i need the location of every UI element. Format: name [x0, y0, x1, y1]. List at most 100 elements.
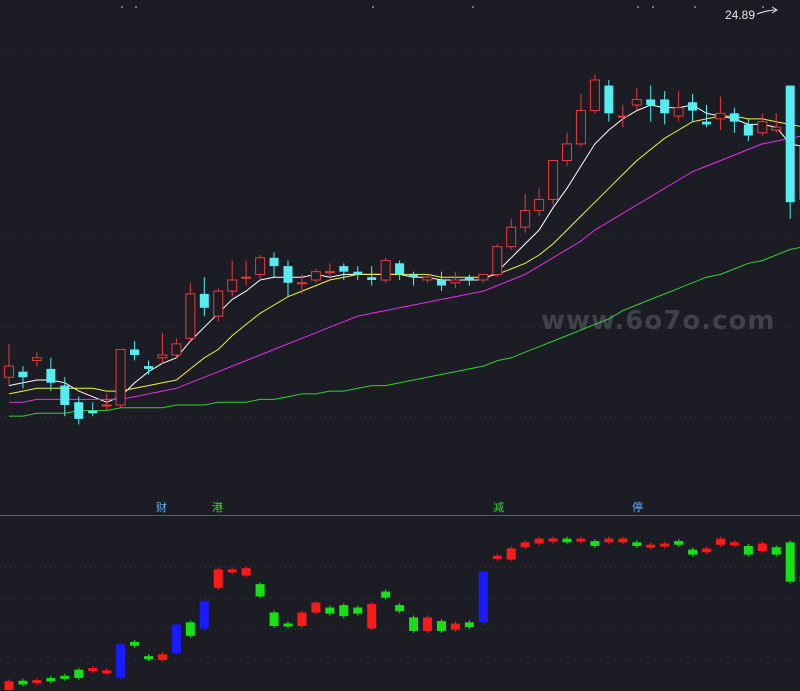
indicator-box — [185, 622, 195, 636]
candle-body-down — [702, 121, 711, 125]
candle-body-down — [269, 257, 279, 267]
marker-cai: 财 — [155, 501, 168, 514]
candle-body-up — [617, 115, 628, 118]
indicator-box — [520, 542, 530, 548]
indicator-box — [171, 624, 181, 654]
candle-body-down — [660, 99, 670, 114]
indicator-box — [116, 644, 126, 678]
candle-body-down — [604, 85, 614, 114]
candle-body-down — [18, 371, 28, 378]
indicator-box — [297, 612, 307, 626]
indicator-box — [46, 677, 56, 682]
top-dot-2 — [372, 6, 374, 8]
candle-body-down — [395, 263, 405, 275]
indicator-box — [548, 538, 558, 542]
marker-gang: 港 — [211, 501, 224, 514]
candle-body-up — [506, 226, 517, 248]
candle-body-up — [631, 98, 642, 106]
candle-body-up — [227, 279, 238, 292]
indicator-box — [283, 623, 293, 627]
candle-body-up — [771, 126, 782, 131]
indicator-box — [213, 569, 223, 588]
candle-body-up — [101, 404, 112, 407]
candle-body-down — [74, 402, 84, 419]
indicator-box — [157, 654, 167, 660]
candle-body-up — [380, 260, 391, 281]
candle-body-up — [185, 293, 196, 339]
candle-body-down — [436, 280, 446, 286]
indicator-box — [590, 541, 600, 546]
indicator-box — [632, 542, 642, 546]
top-dot-6 — [694, 6, 696, 8]
indicator-box — [311, 602, 321, 613]
indicator-box — [464, 622, 474, 628]
candle-body-up — [589, 79, 600, 112]
indicator-box — [576, 538, 586, 542]
candle-body-up — [562, 143, 572, 162]
indicator-box — [102, 670, 112, 674]
candle-body-up — [715, 112, 726, 120]
candle-body-up — [171, 343, 182, 356]
indicator-box — [409, 617, 419, 631]
candle-body-down — [646, 99, 656, 105]
indicator-box — [18, 680, 28, 685]
indicator-box — [325, 607, 335, 614]
indicator-box — [674, 541, 684, 545]
indicator-box — [395, 605, 405, 612]
indicator-box — [353, 607, 363, 614]
indicator-box — [785, 542, 795, 582]
indicator-box — [478, 571, 488, 623]
candle-body-up — [757, 121, 768, 134]
indicator-box — [423, 617, 432, 631]
candle-body-down — [729, 113, 739, 122]
ma-line-ma20 — [9, 135, 800, 403]
marker-jian: 减 — [492, 501, 505, 514]
candle-body-down — [60, 385, 70, 405]
candle-body-down — [409, 274, 419, 278]
last-price-label: 24.89 — [725, 8, 756, 22]
candle-body-up — [324, 271, 335, 274]
indicator-box — [88, 668, 98, 672]
indicator-box — [227, 569, 237, 573]
indicator-box — [339, 605, 349, 617]
indicator-box — [269, 612, 279, 626]
indicator-box — [450, 623, 460, 630]
indicator-box — [144, 656, 153, 660]
candle-body-down — [144, 366, 153, 369]
candle-body-up — [478, 273, 489, 281]
top-dot-5 — [652, 6, 654, 8]
indicator-box — [4, 681, 14, 690]
candle-body-down — [743, 124, 753, 136]
indicator-box — [534, 538, 544, 544]
indicator-box — [688, 549, 698, 555]
candle-body-up — [4, 365, 14, 378]
candle-body-down — [283, 266, 293, 283]
candle-body-down — [464, 277, 474, 280]
candle-body-up — [492, 246, 503, 275]
top-dot-7 — [762, 6, 764, 8]
indicator-box — [32, 680, 42, 684]
candle-body-up — [157, 354, 168, 359]
indicator-box — [729, 542, 739, 546]
candle-body-up — [31, 357, 42, 362]
candle-body-up — [255, 257, 266, 275]
candle-body-up — [241, 276, 252, 279]
indicator-box — [241, 568, 251, 576]
indicator-box — [660, 543, 670, 547]
indicator-box — [562, 538, 572, 543]
candle-body-up — [422, 276, 433, 281]
candle-body-up — [296, 282, 307, 285]
indicator-box — [618, 538, 628, 543]
indicator-box — [492, 555, 502, 559]
indicator-box — [367, 603, 377, 629]
indicator-box — [381, 591, 391, 598]
candle-body-down — [130, 349, 140, 355]
indicator-box — [255, 584, 265, 597]
candle-body-down — [688, 102, 698, 111]
candle-body-up — [213, 290, 224, 317]
candle-body-down — [353, 271, 363, 275]
ma-line-ma60 — [9, 246, 800, 417]
high-arrow — [756, 9, 777, 15]
marker-ting: 停 — [631, 501, 644, 514]
